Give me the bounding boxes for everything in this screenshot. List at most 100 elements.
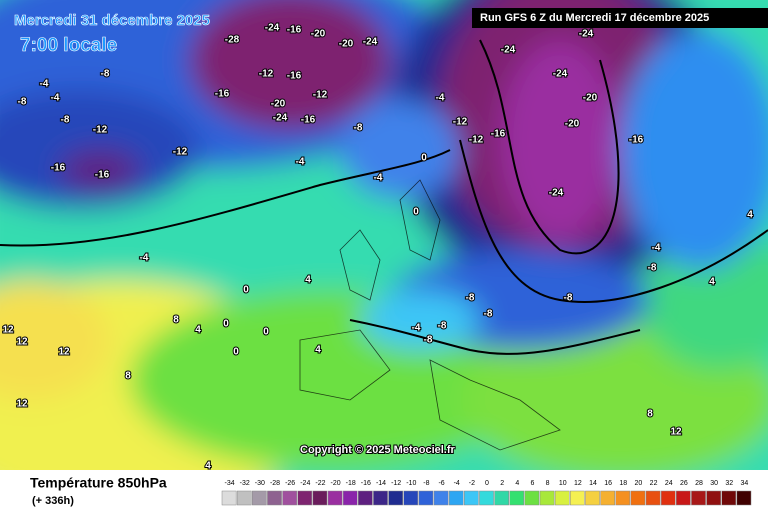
- scale-label: 22: [650, 480, 658, 487]
- contour-label: -4: [296, 157, 305, 168]
- run: Run GFS 6 Z du Mercredi 17 décembre 2025: [480, 12, 709, 24]
- contour-label: 0: [223, 319, 229, 330]
- contour-label: -16: [629, 135, 644, 146]
- run-box: [472, 8, 768, 28]
- contour-label: 0: [263, 327, 269, 338]
- contour-label: -20: [311, 29, 326, 40]
- contour-label: -8: [648, 263, 657, 274]
- scale-label: 0: [485, 480, 489, 487]
- scale-label: -14: [376, 480, 386, 487]
- contour-label: 4: [195, 325, 201, 336]
- scale-label: 24: [665, 480, 673, 487]
- date: Mercredi 31 décembre 2025: [14, 12, 210, 29]
- contour-label: -16: [301, 115, 316, 126]
- scale-label: 34: [741, 480, 749, 487]
- scale-swatch: [433, 490, 449, 506]
- contour-label: -8: [101, 69, 110, 80]
- contour-label: 4: [315, 345, 321, 356]
- contour-label: -24: [553, 69, 568, 80]
- scale-label: -4: [454, 480, 460, 487]
- scale-swatch: [660, 490, 676, 506]
- contour-label: -20: [271, 99, 286, 110]
- scale-label: -18: [346, 480, 356, 487]
- contour-label: 4: [305, 275, 311, 286]
- contour-label: -16: [287, 71, 302, 82]
- scale-swatch: [494, 490, 509, 506]
- scale-swatch: [691, 490, 706, 506]
- scale-swatch: [645, 490, 661, 506]
- scale-swatch: [342, 490, 358, 506]
- scale-label: -32: [240, 480, 250, 487]
- scale-label: 6: [530, 480, 534, 487]
- scale-swatch: [448, 490, 464, 506]
- contour-label: -20: [583, 93, 598, 104]
- contour-label: -24: [501, 45, 516, 56]
- scale-label: 28: [695, 480, 703, 487]
- scale-label: -28: [270, 480, 280, 487]
- scale-label: -24: [300, 480, 310, 487]
- contour-label: 0: [233, 347, 239, 358]
- scale-swatch: [418, 490, 434, 506]
- scale-label: -10: [406, 480, 416, 487]
- contour-label: 12: [16, 399, 28, 410]
- scale-swatch: [615, 490, 631, 506]
- scale-label: -6: [438, 480, 444, 487]
- contour-label: -4: [436, 93, 445, 104]
- scale-label: -20: [331, 480, 341, 487]
- contour-label: 8: [647, 409, 653, 420]
- contour-label: -8: [354, 123, 363, 134]
- contour-label: -4: [652, 243, 661, 254]
- contour-label: 8: [125, 371, 131, 382]
- scale-label: 32: [725, 480, 733, 487]
- contour-label: -24: [579, 29, 594, 40]
- lead-time: (+ 336h): [32, 495, 74, 507]
- scale-swatch: [464, 490, 479, 506]
- contour-label: -8: [466, 293, 475, 304]
- contour-label: 4: [709, 277, 715, 288]
- contour-label: -20: [339, 39, 354, 50]
- scale-label: -12: [391, 480, 401, 487]
- contour-label: -16: [95, 170, 110, 181]
- scale-swatch: [524, 490, 540, 506]
- scale-swatch: [403, 490, 419, 506]
- scale-label: 16: [604, 480, 612, 487]
- scale-label: 26: [680, 480, 688, 487]
- scale-swatch: [554, 490, 570, 506]
- contour-label: -16: [215, 89, 230, 100]
- color-scale: -34 -32 -30 -28 -26 -24 -22 -20 -18 -16 -14 -12 -10-…: [221, 480, 752, 506]
- scale-swatch: [236, 490, 252, 506]
- contour-label: -28: [225, 35, 240, 46]
- scale-label: -8: [423, 480, 429, 487]
- contour-label: -20: [565, 119, 580, 130]
- scale-swatch: [312, 490, 328, 506]
- scale-label: 18: [619, 480, 627, 487]
- scale-label: -16: [361, 480, 371, 487]
- scale-swatch: [388, 490, 403, 506]
- scale-label: 20: [635, 480, 643, 487]
- contours: [0, 39, 768, 355]
- scale-swatch: [282, 490, 297, 506]
- contour-label: -8: [61, 115, 70, 126]
- contour-labels: -28-24-20-20 -24-16-8-4-8 -4-8-12-16-16-12…: [1, 22, 754, 473]
- contour-label: -8: [484, 309, 493, 320]
- contour-label: -12: [259, 69, 274, 80]
- contour-label: 12: [16, 337, 28, 348]
- time: 7:00 locale: [20, 35, 117, 56]
- contour-label: 4: [747, 210, 753, 221]
- scale-swatch: [721, 490, 737, 506]
- scale-label: -22: [315, 480, 325, 487]
- scale-label: 14: [589, 480, 597, 487]
- contour-label: 0: [243, 285, 249, 296]
- contour-label: -24: [549, 188, 564, 199]
- contour-label: -8: [564, 293, 573, 304]
- contour-label: -8: [424, 335, 433, 346]
- scale-label: 30: [710, 480, 718, 487]
- contour-label: -4: [51, 93, 60, 104]
- scale-label: -30: [255, 480, 265, 487]
- scale-label: -34: [225, 480, 235, 487]
- scale-label: 8: [546, 480, 550, 487]
- scale-swatch: [539, 490, 555, 506]
- contour-label: -12: [173, 147, 188, 158]
